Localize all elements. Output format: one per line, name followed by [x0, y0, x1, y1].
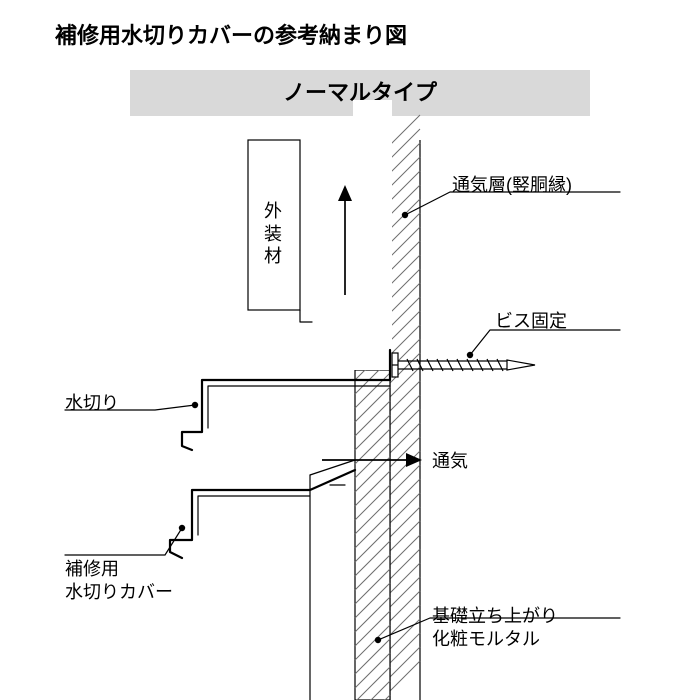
label-ventilation-layer: 通気層(竪胴縁) — [452, 174, 572, 197]
label-repair-cover: 補修用 水切りカバー — [65, 558, 173, 603]
label-exterior: 外 装 材 — [264, 200, 282, 268]
label-flashing: 水切り — [65, 392, 119, 415]
label-foundation: 基礎立ち上がり 化粧モルタル — [432, 605, 558, 650]
label-ventilation: 通気 — [432, 450, 468, 473]
label-screw-fix: ビス固定 — [495, 310, 567, 333]
